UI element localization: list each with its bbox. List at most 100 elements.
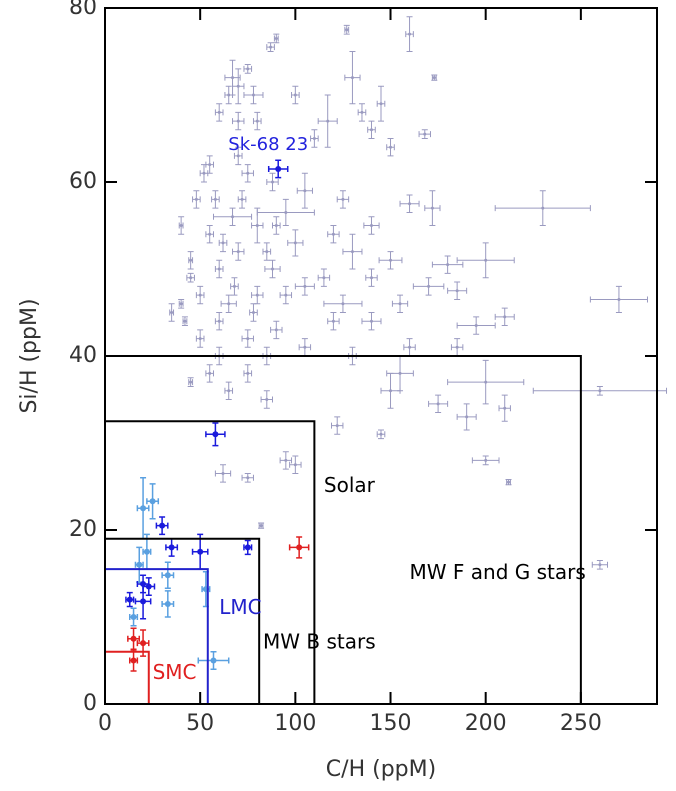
- data-point: [389, 389, 393, 393]
- data-point: [255, 293, 259, 297]
- data-point: [244, 544, 251, 551]
- data-point: [598, 389, 602, 393]
- data-point: [221, 471, 225, 475]
- y-tick-label: 20: [69, 517, 97, 542]
- y-tick-label: 40: [69, 343, 97, 368]
- data-point: [145, 583, 152, 590]
- data-point: [484, 258, 488, 262]
- region-label: MW B stars: [263, 630, 376, 654]
- data-point: [251, 311, 255, 314]
- data-point: [236, 84, 240, 88]
- data-point: [246, 476, 250, 480]
- data-point: [217, 267, 221, 271]
- data-point: [369, 224, 373, 227]
- data-point: [284, 458, 288, 462]
- data-point: [427, 284, 431, 288]
- data-point: [265, 250, 269, 254]
- data-point: [274, 36, 278, 40]
- data-point: [236, 154, 240, 158]
- data-point: [149, 498, 156, 505]
- data-point: [231, 76, 235, 80]
- data-point: [293, 93, 297, 97]
- region-label: MW F and G stars: [410, 560, 586, 584]
- data-point: [303, 345, 307, 349]
- data-point: [303, 189, 307, 193]
- data-point: [168, 544, 175, 551]
- data-point: [350, 76, 354, 80]
- data-point: [465, 415, 469, 419]
- x-tick-label: 250: [560, 711, 602, 736]
- data-point: [507, 480, 511, 484]
- data-point: [617, 297, 621, 301]
- y-tick-label: 60: [69, 169, 97, 194]
- data-point: [189, 276, 193, 280]
- data-point: [213, 197, 217, 201]
- data-point: [259, 524, 263, 528]
- data-point: [303, 284, 307, 288]
- data-point: [408, 202, 412, 206]
- data-point: [432, 76, 436, 80]
- data-point: [271, 267, 275, 271]
- data-point: [227, 93, 231, 97]
- data-point: [293, 463, 297, 467]
- data-point: [179, 224, 183, 227]
- data-point: [335, 424, 339, 428]
- x-tick-label: 200: [465, 711, 507, 736]
- data-point: [194, 197, 198, 201]
- data-point: [202, 171, 206, 175]
- data-point: [210, 657, 217, 664]
- data-point: [208, 163, 212, 167]
- data-point: [240, 197, 244, 201]
- x-tick-label: 50: [186, 711, 214, 736]
- data-point: [296, 544, 303, 551]
- x-tick-label: 100: [274, 711, 316, 736]
- data-point: [341, 197, 345, 201]
- data-point: [598, 563, 602, 567]
- data-point: [503, 406, 507, 410]
- data-point: [189, 258, 193, 262]
- data-point: [408, 32, 412, 36]
- data-point: [183, 319, 187, 323]
- data-point: [269, 45, 273, 49]
- data-point: [246, 337, 250, 341]
- data-point: [265, 398, 269, 401]
- data-point: [232, 284, 236, 288]
- data-point: [143, 548, 150, 555]
- data-point: [130, 614, 137, 620]
- data-point: [246, 67, 250, 71]
- data-point: [379, 432, 383, 436]
- data-point: [221, 241, 225, 245]
- data-point: [446, 263, 450, 267]
- data-point: [398, 371, 402, 375]
- data-point: [326, 119, 330, 123]
- y-tick-label: 0: [83, 691, 97, 716]
- region-box: [105, 650, 150, 704]
- data-point: [140, 598, 147, 605]
- data-point: [484, 380, 488, 384]
- data-point: [140, 505, 147, 512]
- data-point: [322, 276, 326, 280]
- data-point: [275, 165, 282, 172]
- data-point: [389, 258, 393, 262]
- x-tick-label: 0: [98, 711, 112, 736]
- x-tick-label: 150: [370, 711, 412, 736]
- data-point: [246, 171, 250, 175]
- data-point: [130, 657, 137, 664]
- data-point: [312, 137, 316, 140]
- data-point: [293, 241, 297, 245]
- region-label: Solar: [324, 473, 376, 497]
- data-point: [140, 640, 147, 647]
- y-axis-title: Si/H (ppM): [17, 298, 42, 413]
- data-point: [455, 345, 459, 349]
- data-point: [455, 289, 459, 293]
- region-label: SMC: [153, 660, 197, 684]
- data-point: [198, 293, 202, 297]
- data-point: [212, 431, 219, 438]
- annotation: Sk-68 23: [228, 134, 308, 155]
- data-point: [164, 572, 171, 579]
- data-point: [474, 324, 478, 328]
- data-point: [341, 302, 345, 306]
- data-point: [484, 458, 488, 462]
- data-point: [236, 119, 240, 123]
